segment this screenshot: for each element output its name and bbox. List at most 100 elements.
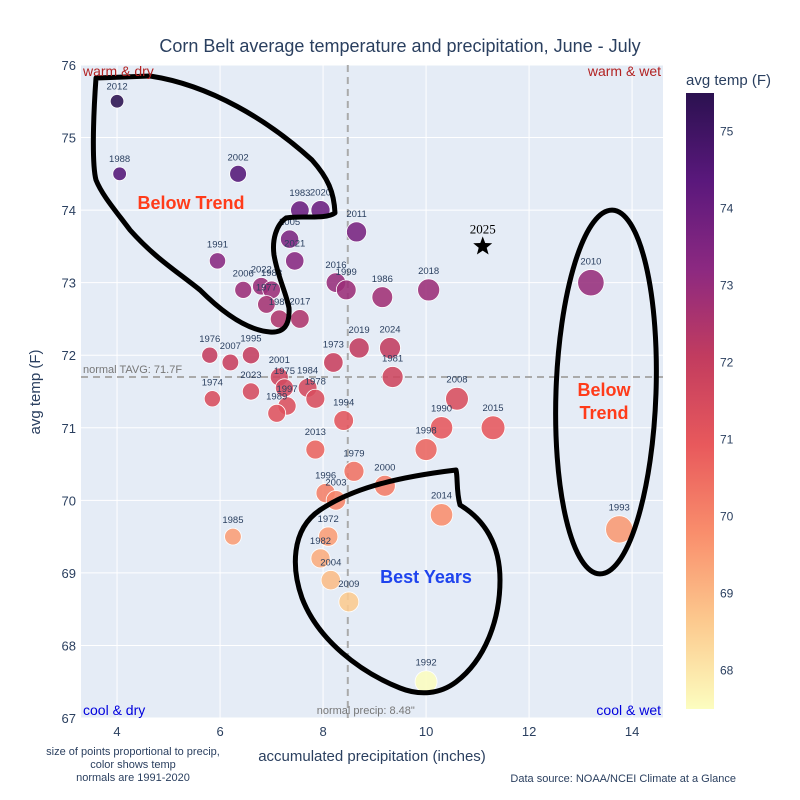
point-label: 1986 (372, 274, 393, 285)
point-label: 1991 (207, 240, 228, 251)
point-label: 1976 (199, 334, 220, 345)
point-label: 1983 (261, 268, 282, 279)
quadrant-label-cool-wet: cool & wet (596, 702, 661, 718)
data-point-2019 (348, 337, 370, 359)
data-point-1978 (305, 388, 326, 409)
x-tick-label: 4 (113, 724, 120, 739)
point-label: 2008 (446, 374, 467, 385)
data-point-1985 (224, 527, 242, 546)
point-label: 2001 (269, 355, 290, 366)
data-point-1989 (267, 403, 287, 423)
point-label: 1999 (336, 267, 357, 278)
colorbar-tick-label: 75 (720, 125, 734, 139)
data-point-2011 (346, 221, 368, 243)
y-tick-label: 69 (62, 566, 76, 581)
y-tick-label: 67 (62, 711, 76, 726)
point-label: 2003 (325, 478, 346, 489)
data-point-1994 (333, 410, 354, 431)
point-label: 2000 (374, 462, 395, 473)
x-tick-label: 8 (319, 724, 326, 739)
point-label: 2021 (284, 239, 305, 250)
data-point-1988 (112, 166, 127, 182)
data-point-2006 (234, 281, 253, 299)
point-label: 1994 (333, 398, 354, 409)
data-point-1986 (371, 286, 394, 308)
data-point-1974 (203, 390, 221, 408)
quadrant-label-cool-dry: cool & dry (83, 702, 145, 718)
point-label: 2019 (349, 325, 370, 336)
point-label: 2004 (320, 557, 341, 568)
colorbar-tick-label: 74 (720, 202, 734, 216)
y-axis-label: avg temp (F) (27, 349, 44, 434)
data-point-2007 (221, 353, 240, 372)
data-point-2002 (229, 164, 247, 183)
data-point-2024 (379, 337, 401, 359)
point-label: 1975 (274, 366, 295, 377)
data-point-2012 (109, 94, 125, 109)
annotation-shapes (90, 73, 659, 696)
data-point-1981 (381, 366, 404, 388)
x-tick-label: 12 (522, 724, 536, 739)
chart-title: Corn Belt average temperature and precip… (159, 36, 640, 56)
point-label: 1990 (431, 404, 452, 415)
colorbar-tick-label: 69 (720, 587, 734, 601)
data-point-1977 (257, 295, 276, 314)
point-label: 1981 (382, 353, 403, 364)
point-label: 1989 (266, 391, 287, 402)
data-point-1999 (335, 279, 357, 301)
point-label: 2011 (346, 209, 366, 220)
colorbar-tick-label: 73 (720, 279, 734, 293)
point-label: 1979 (343, 448, 364, 459)
data-point-1991 (208, 252, 227, 270)
data-point-2005 (280, 229, 300, 249)
footnote-line-2: color shows temp (90, 759, 176, 771)
colorbar-tick-label: 68 (720, 664, 734, 678)
y-tick-label: 71 (62, 421, 76, 436)
data-point-1973 (323, 352, 344, 373)
y-tick-label: 74 (62, 203, 76, 218)
data-point-1982 (310, 548, 331, 569)
colorbar-tick-label: 71 (720, 433, 734, 447)
normal-temp-label: normal TAVG: 71.7F (83, 364, 182, 376)
point-label: 2022 (251, 265, 272, 276)
colorbar-title: avg temp (F) (686, 72, 771, 89)
point-label: 2010 (580, 256, 601, 267)
data-point-2015 (480, 415, 506, 441)
x-axis-label: accumulated precipitation (inches) (258, 748, 486, 765)
below-trend-label-right-line2: Trend (579, 403, 628, 423)
point-label: 2005 (279, 217, 300, 228)
y-tick-label: 76 (62, 58, 76, 73)
point-label: 2025 (470, 221, 496, 236)
footnote-line-3: normals are 1991-2020 (76, 772, 190, 784)
point-label: 1980 (269, 297, 290, 308)
point-label: 1978 (305, 376, 326, 387)
data-point-1979 (343, 460, 365, 482)
colorbar (686, 93, 714, 709)
data-point-1998 (414, 438, 438, 461)
data-source: Data source: NOAA/NCEI Climate at a Glan… (510, 773, 736, 785)
quadrant-label-warm-wet: warm & wet (587, 63, 661, 79)
point-label: 2012 (106, 81, 127, 92)
normal-precip-label: normal precip: 8.48" (317, 705, 415, 717)
y-tick-label: 73 (62, 276, 76, 291)
point-label: 1973 (323, 340, 344, 351)
point-label: 1983 (289, 188, 310, 199)
reference-lines: normal TAVG: 71.7F normal precip: 8.48" (81, 65, 663, 718)
star-marker-2025 (473, 236, 493, 255)
point-label: 1984 (297, 365, 318, 376)
best-years-label: Best Years (380, 567, 472, 587)
point-label: 1997 (276, 384, 297, 395)
x-tick-label: 10 (419, 724, 433, 739)
y-tick-label: 72 (62, 348, 76, 363)
y-tick-label: 68 (62, 638, 76, 653)
data-point-2023 (241, 382, 260, 401)
point-label: 1993 (609, 503, 630, 514)
point-label: 1988 (109, 154, 130, 165)
point-label: 2017 (289, 297, 310, 308)
quadrant-label-warm-dry: warm & dry (82, 63, 154, 79)
data-point-2010 (577, 269, 605, 297)
below-trend-outline-right (553, 207, 659, 577)
point-label: 1985 (222, 515, 243, 526)
point-label: 1972 (318, 514, 339, 525)
